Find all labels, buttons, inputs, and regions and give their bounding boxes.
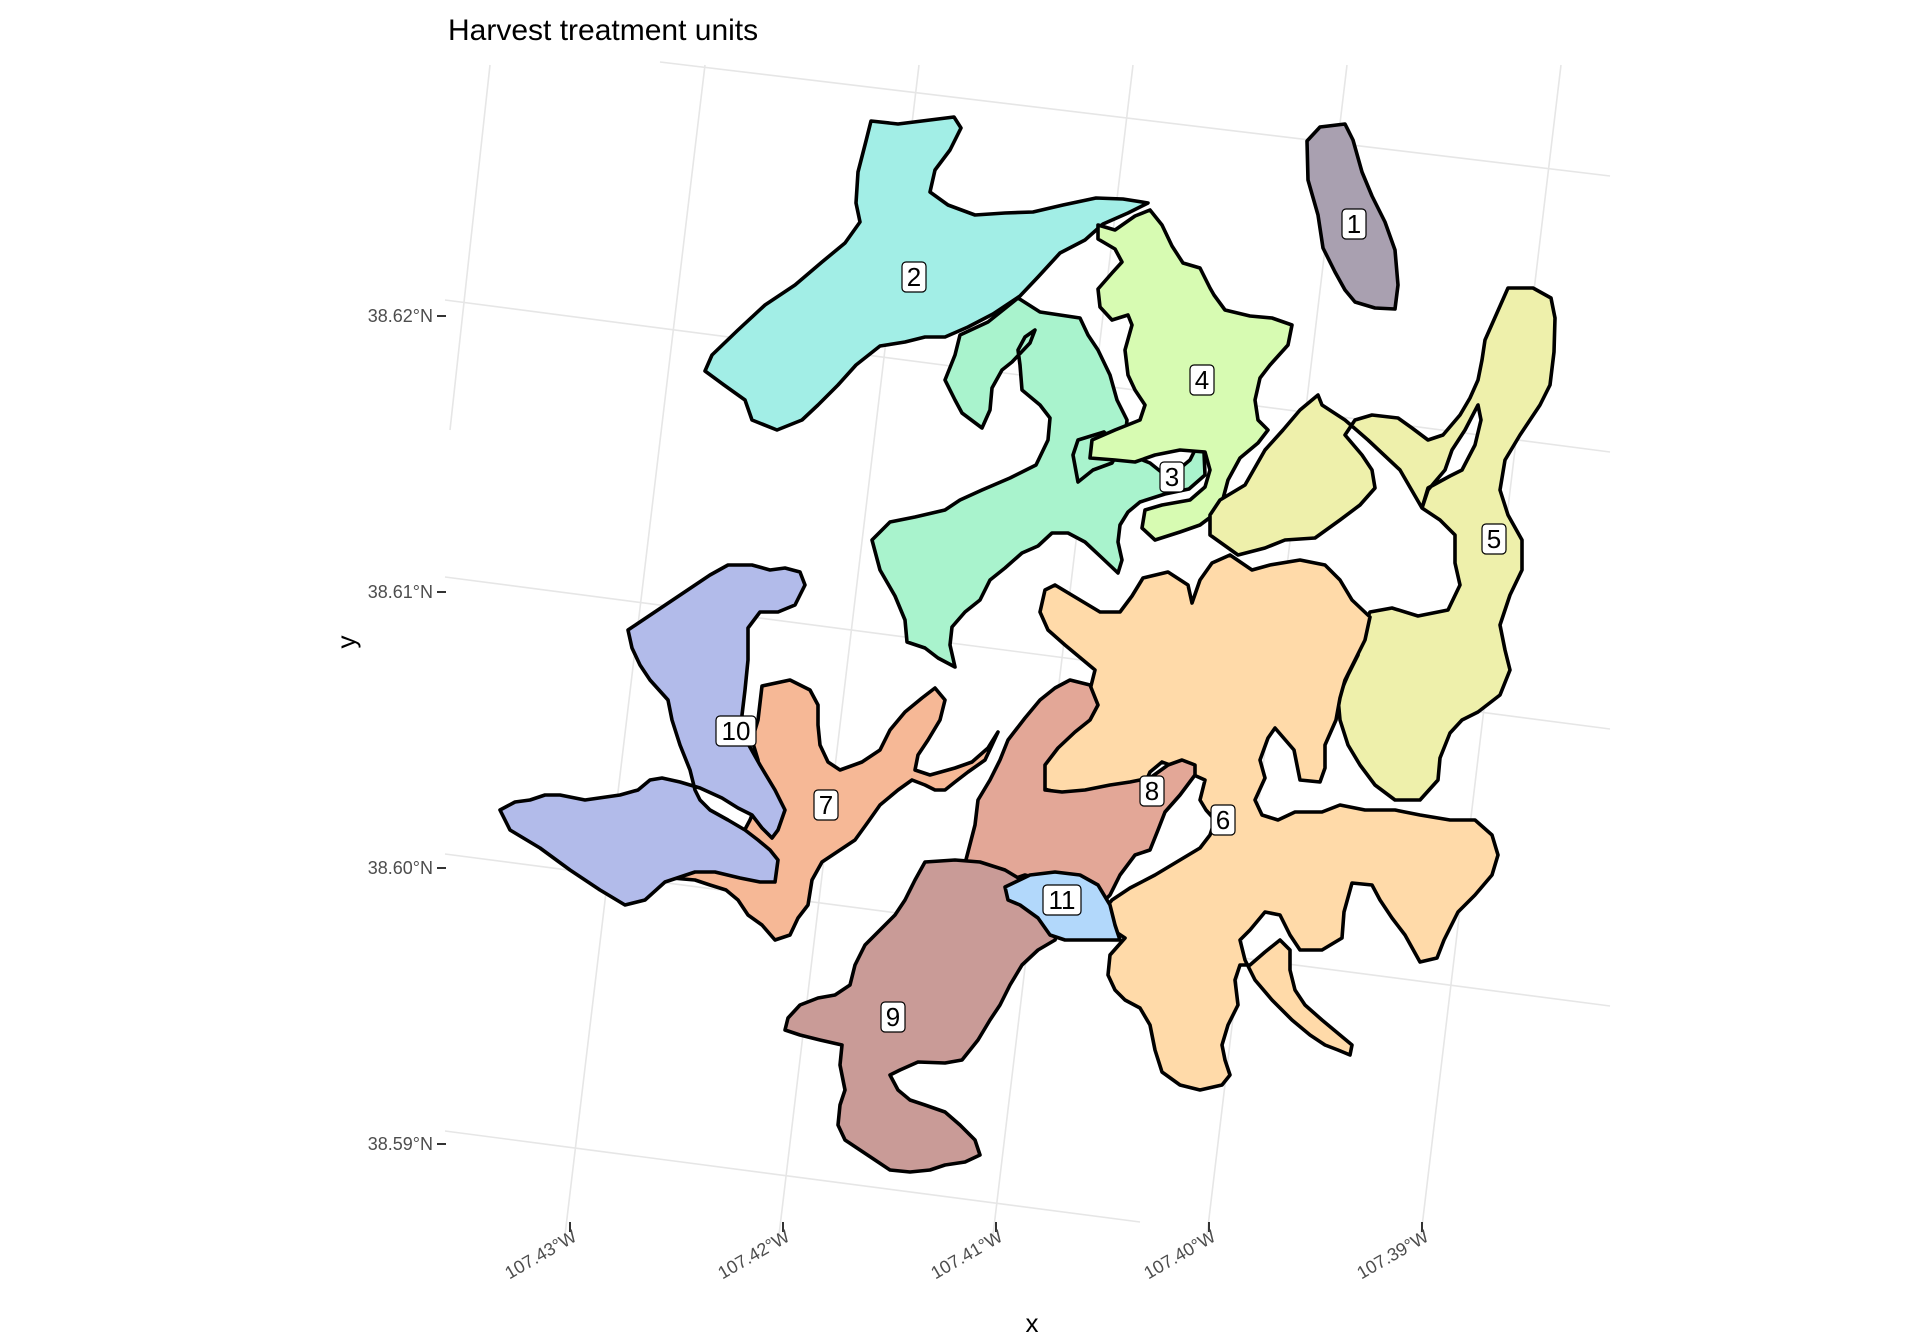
lat-tick-label: 38.60°N <box>368 858 433 878</box>
svg-text:6: 6 <box>1216 805 1230 835</box>
unit-11-label: 11 <box>1042 884 1082 916</box>
lat-tick-label: 38.62°N <box>368 306 433 326</box>
unit-3-polygon[interactable] <box>870 296 1207 669</box>
svg-text:9: 9 <box>886 1002 900 1032</box>
svg-text:11: 11 <box>1049 885 1076 915</box>
grid-lon-107.41 <box>992 64 1134 1236</box>
unit-5-polygon[interactable] <box>1208 286 1557 802</box>
svg-text:8: 8 <box>1145 776 1159 806</box>
unit-6-label: 6 <box>1210 804 1236 836</box>
unit-8-label: 8 <box>1139 775 1165 807</box>
svg-text:3: 3 <box>1165 462 1179 492</box>
unit-2-label: 2 <box>901 261 927 293</box>
unit-10-label: 10 <box>715 715 757 747</box>
grid-lat-38.63 <box>659 61 1611 177</box>
lon-tick-label: 107.41°W <box>927 1226 1006 1283</box>
grid-lat-38.59 <box>444 1130 1141 1223</box>
unit-10-polygon[interactable] <box>498 563 807 907</box>
treatment-units <box>498 115 1557 1174</box>
map-title: Harvest treatment units <box>448 14 758 47</box>
unit-7-label: 7 <box>813 789 839 821</box>
svg-text:10: 10 <box>722 716 751 746</box>
svg-text:5: 5 <box>1487 524 1501 554</box>
y-axis: 38.62°N 38.61°N 38.60°N 38.59°N y <box>331 306 446 1154</box>
svg-text:4: 4 <box>1195 365 1209 395</box>
lat-tick-label: 38.61°N <box>368 582 433 602</box>
unit-8-polygon[interactable] <box>960 678 1197 907</box>
x-axis-title: x <box>1026 1308 1039 1338</box>
unit-3-label: 3 <box>1159 461 1185 493</box>
unit-1-label: 1 <box>1341 208 1367 240</box>
x-axis: 107.43°W 107.42°W 107.41°W 107.40°W 107.… <box>501 1222 1432 1338</box>
unit-9-label: 9 <box>880 1001 906 1033</box>
lon-tick-label: 107.42°W <box>714 1226 793 1283</box>
lat-tick-label: 38.59°N <box>368 1134 433 1154</box>
svg-text:2: 2 <box>907 262 921 292</box>
lon-tick-label: 107.43°W <box>501 1226 580 1283</box>
grid-lon-107.435 <box>449 64 491 431</box>
lon-tick-label: 107.39°W <box>1353 1226 1432 1283</box>
svg-text:7: 7 <box>819 790 833 820</box>
unit-labels: 1 2 3 4 5 6 7 8 <box>715 208 1507 1033</box>
lon-tick-label: 107.40°W <box>1140 1226 1219 1283</box>
unit-5-label: 5 <box>1481 523 1507 555</box>
unit-4-label: 4 <box>1189 364 1215 396</box>
svg-text:1: 1 <box>1347 209 1361 239</box>
y-axis-title: y <box>331 636 361 649</box>
unit-9-polygon[interactable] <box>783 858 1062 1174</box>
